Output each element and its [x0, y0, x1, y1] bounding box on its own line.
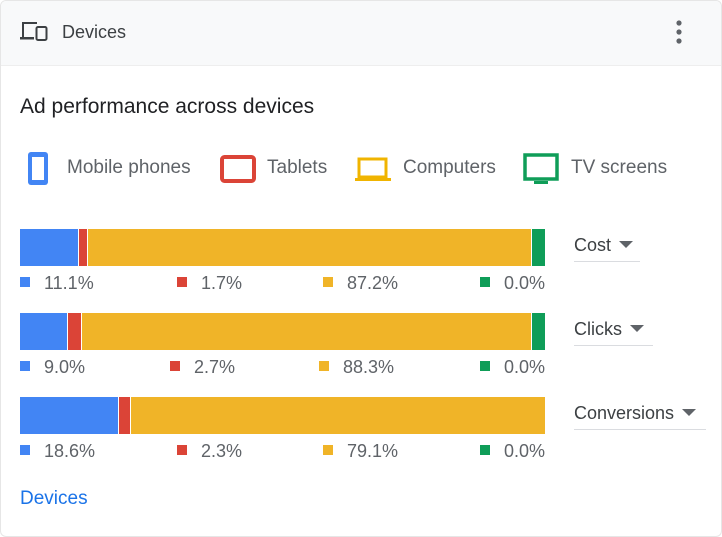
- percent-value: 0.0%: [504, 441, 546, 461]
- metric-select-label: Conversions: [574, 403, 675, 423]
- tablets-segment: [117, 397, 130, 434]
- legend-label: Mobile phones: [67, 157, 191, 178]
- mobile-phones-percent: 18.6%: [20, 440, 95, 462]
- metric-select-conversions[interactable]: Conversions: [574, 401, 706, 430]
- computer-icon: [355, 157, 391, 181]
- computers-segment: [81, 313, 531, 350]
- percent-value: 87.2%: [347, 273, 399, 293]
- tablets-segment: [67, 313, 82, 350]
- color-swatch: [323, 277, 333, 287]
- card-title: Devices: [62, 22, 127, 42]
- devices-icon: [20, 22, 48, 41]
- card-header: Devices: [1, 1, 721, 66]
- color-swatch: [20, 445, 30, 455]
- color-swatch: [20, 277, 30, 287]
- dropdown-arrow-icon: [619, 241, 634, 248]
- dropdown-arrow-icon: [630, 325, 644, 332]
- color-swatch: [480, 445, 490, 455]
- percent-value: 2.7%: [194, 357, 236, 377]
- tv-screens-percent: 0.0%: [480, 440, 545, 462]
- mobile-phones-segment: [20, 313, 68, 350]
- mobile-phone-icon: [28, 152, 48, 185]
- tv-screen-icon: [523, 153, 559, 184]
- percent-value: 88.3%: [343, 357, 395, 377]
- tv-screens-segment: [530, 229, 545, 266]
- mobile-phones-percent: 9.0%: [20, 356, 85, 378]
- tablet-icon: [220, 155, 256, 183]
- percent-value: 9.0%: [44, 357, 86, 377]
- computers-segment: [129, 397, 545, 434]
- tv-screens-segment: [530, 313, 545, 350]
- tv-screens-percent: 0.0%: [480, 272, 545, 294]
- computers-percent: 87.2%: [323, 272, 398, 294]
- color-swatch: [323, 445, 333, 455]
- computers-percent: 88.3%: [319, 356, 394, 378]
- color-swatch: [480, 277, 490, 287]
- mobile-phones-segment: [20, 229, 79, 266]
- metric-select-cost[interactable]: Cost: [574, 233, 640, 262]
- legend-label: Computers: [403, 157, 496, 178]
- stacked-bar: [20, 229, 545, 266]
- color-swatch: [177, 445, 187, 455]
- mobile-phones-segment: [20, 397, 118, 434]
- tablets-percent: 2.3%: [177, 440, 242, 462]
- metric-select-label: Cost: [574, 235, 612, 255]
- tablets-segment: [78, 229, 88, 266]
- more-vert-icon: [676, 20, 682, 44]
- more-options-button[interactable]: [667, 17, 691, 47]
- dropdown-arrow-icon: [682, 409, 697, 416]
- color-swatch: [170, 361, 180, 371]
- mobile-phones-percent: 11.1%: [20, 272, 94, 294]
- tv-screens-percent: 0.0%: [480, 356, 545, 378]
- metric-select-clicks[interactable]: Clicks: [574, 317, 653, 346]
- color-swatch: [319, 361, 329, 371]
- legend-label: Tablets: [267, 157, 328, 178]
- color-swatch: [177, 277, 187, 287]
- percent-value: 0.0%: [504, 273, 546, 293]
- tablets-percent: 1.7%: [177, 272, 242, 294]
- tablets-percent: 2.7%: [170, 356, 235, 378]
- color-swatch: [20, 361, 30, 371]
- stacked-bar: [20, 397, 545, 434]
- metric-row-clicks: 9.0% 2.7% 88.3% 0.0% Clicks: [1, 313, 721, 385]
- percent-value: 79.1%: [347, 441, 399, 461]
- legend-label: TV screens: [571, 157, 668, 178]
- percent-value: 11.1%: [44, 273, 94, 293]
- device-legend: Mobile phones Tablets Computers TV scree…: [1, 149, 721, 189]
- metric-row-conversions: 18.6% 2.3% 79.1% 0.0% Conversions: [1, 397, 721, 469]
- computers-percent: 79.1%: [323, 440, 398, 462]
- percent-value: 0.0%: [504, 357, 546, 377]
- percent-value: 2.3%: [201, 441, 243, 461]
- section-title: Ad performance across devices: [20, 95, 315, 118]
- metric-row-cost: 11.1% 1.7% 87.2% 0.0% Cost: [1, 229, 721, 301]
- stacked-bar: [20, 313, 545, 350]
- percent-value: 18.6%: [44, 441, 96, 461]
- metric-select-label: Clicks: [574, 319, 622, 339]
- color-swatch: [480, 361, 490, 371]
- computers-segment: [87, 229, 531, 266]
- percent-value: 1.7%: [201, 273, 243, 293]
- devices-link[interactable]: Devices: [20, 488, 88, 509]
